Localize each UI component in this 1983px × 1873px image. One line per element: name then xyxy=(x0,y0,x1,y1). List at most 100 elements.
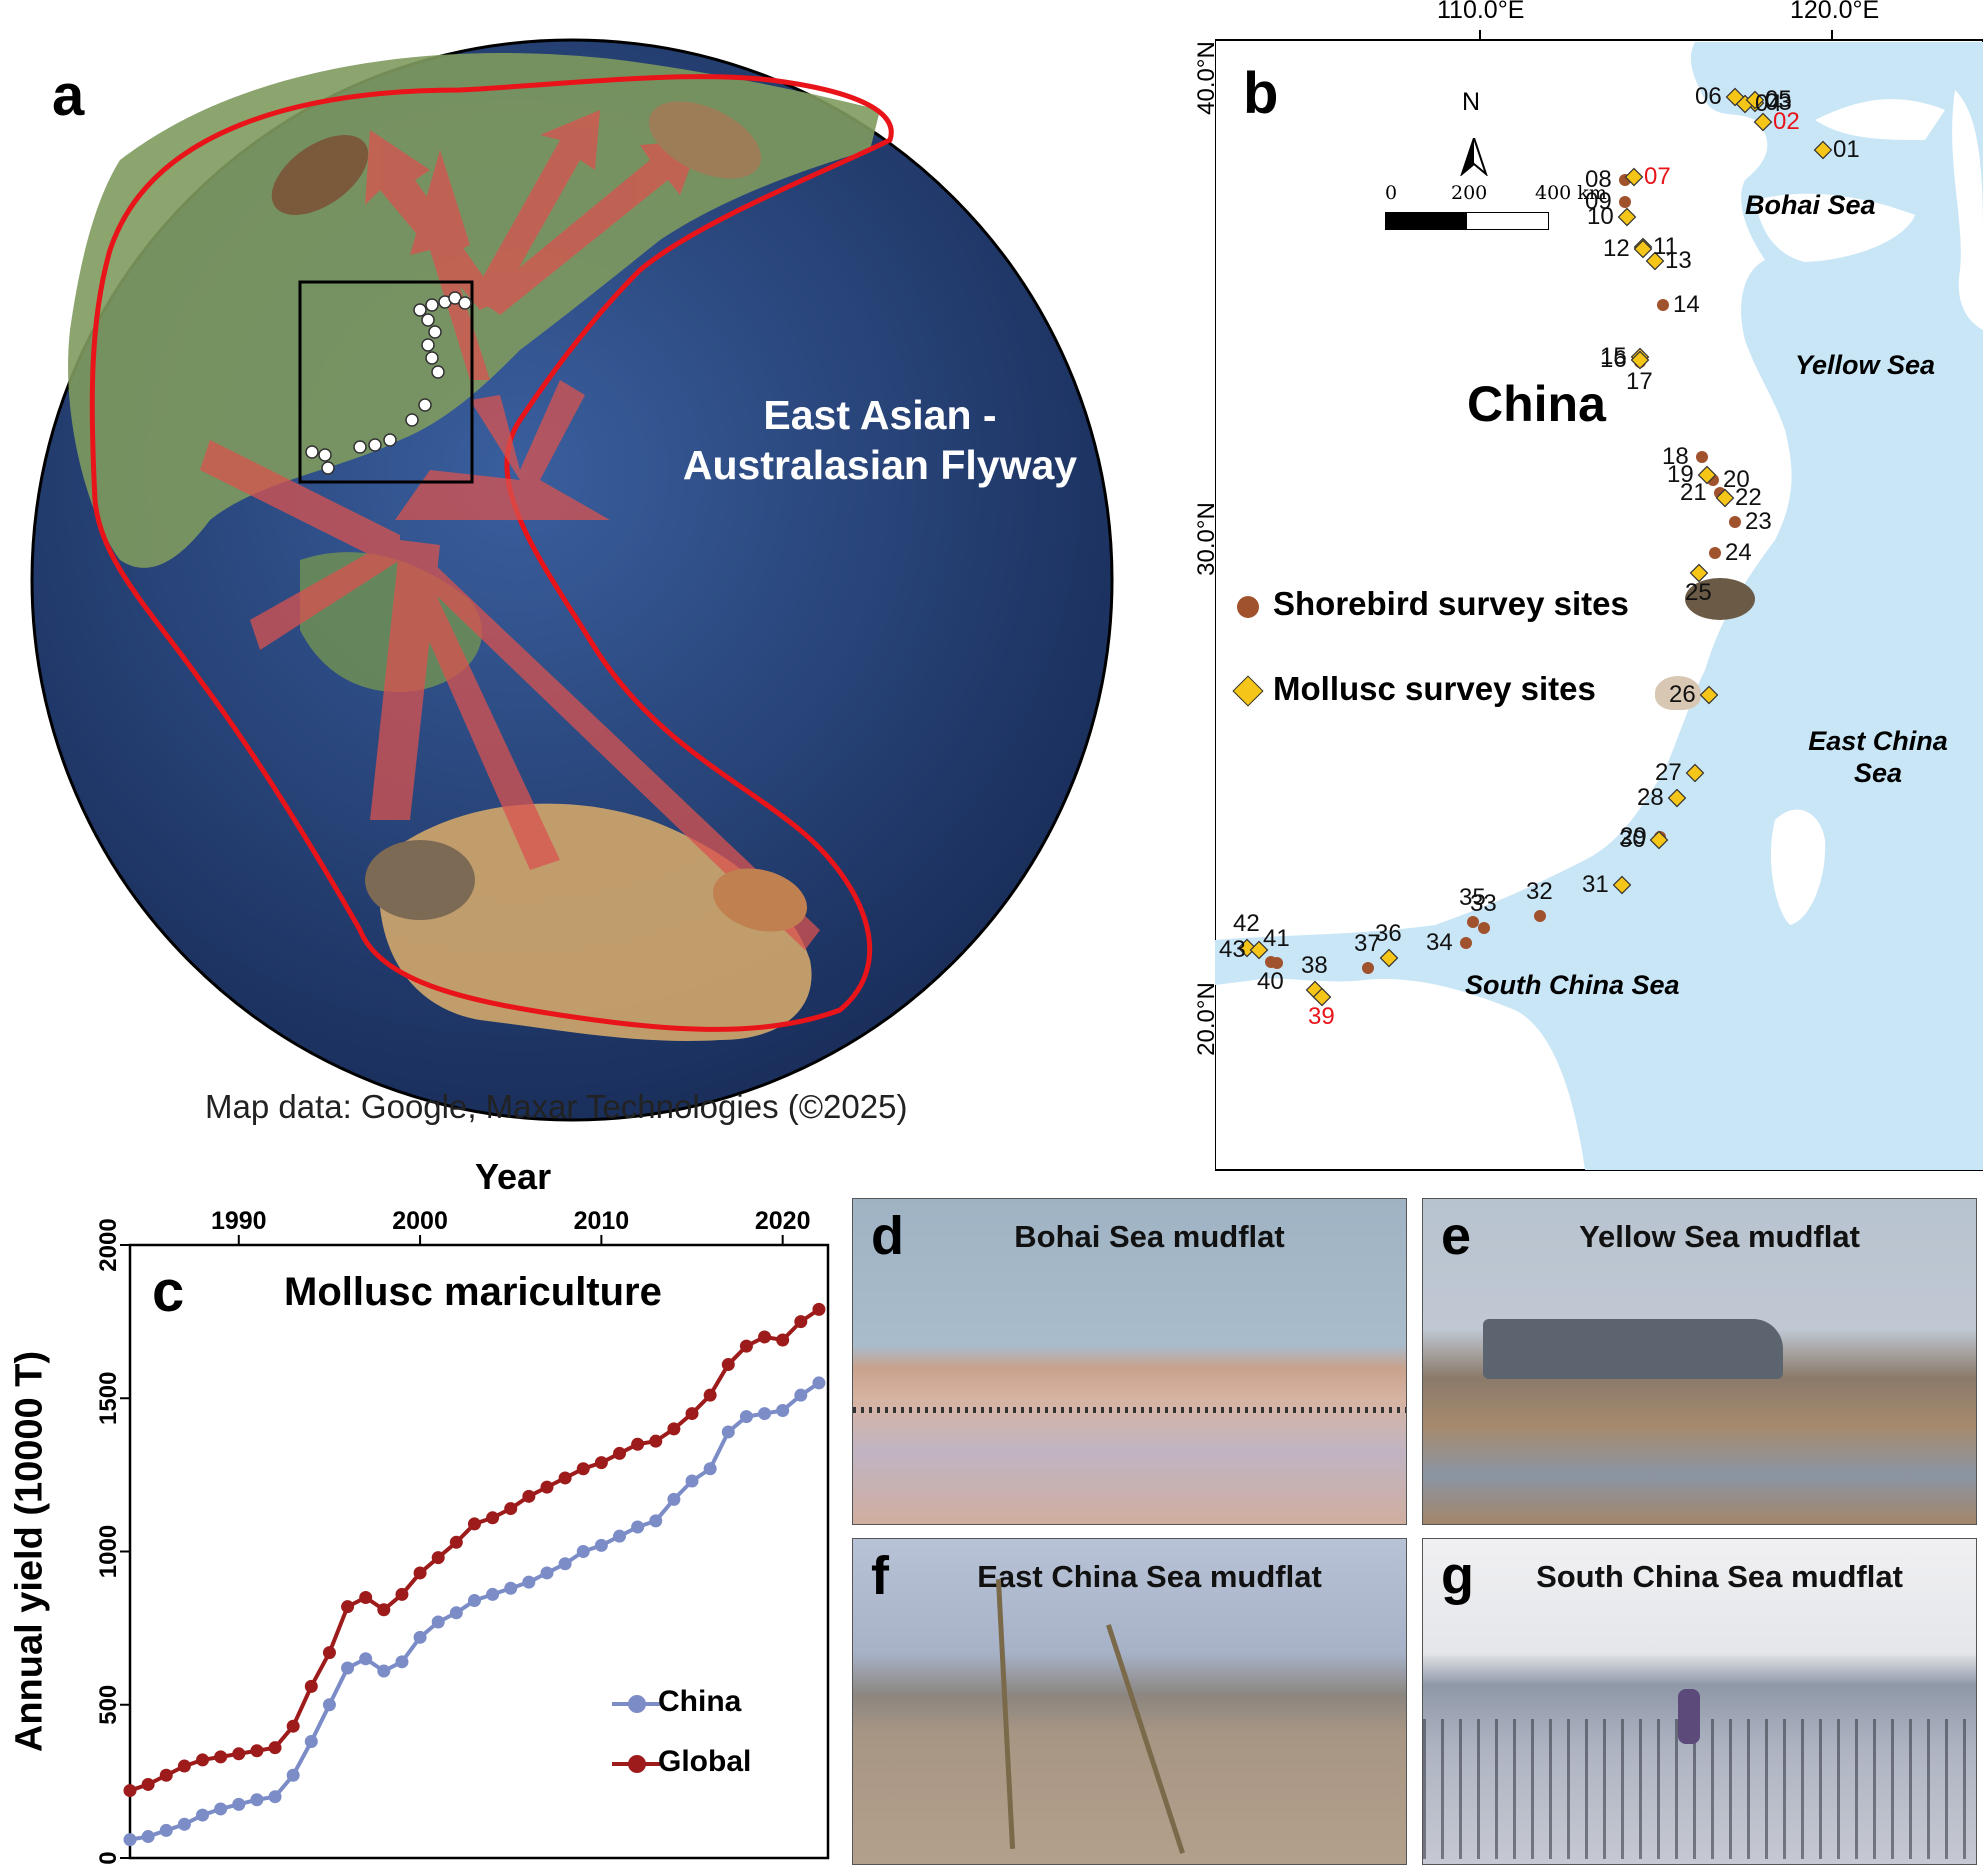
site-label-39: 39 xyxy=(1308,1003,1335,1030)
site-label-21: 21 xyxy=(1680,479,1707,506)
site-label-20: 20 xyxy=(1723,466,1750,493)
x-tick-label: 2010 xyxy=(574,1207,630,1235)
mollusc-site-05 xyxy=(1745,90,1765,110)
mollusc-site-26 xyxy=(1699,685,1719,705)
x-tick-label: 2020 xyxy=(755,1207,811,1235)
data-point-china xyxy=(649,1514,663,1528)
site-label-27: 27 xyxy=(1655,759,1682,786)
site-label-32: 32 xyxy=(1526,878,1553,905)
shorebird-site-23 xyxy=(1729,516,1741,528)
data-point-china xyxy=(395,1655,409,1669)
sea-label-east-line1: East China xyxy=(1808,726,1948,756)
shorebird-site-14 xyxy=(1657,299,1669,311)
coast-map-svg xyxy=(1207,30,1983,1171)
site-label-05: 05 xyxy=(1765,86,1792,113)
data-point-global xyxy=(286,1719,300,1733)
data-point-global xyxy=(214,1750,228,1764)
photo-g-title: South China Sea mudflat xyxy=(1536,1559,1903,1594)
data-point-global xyxy=(667,1422,681,1436)
data-point-global xyxy=(649,1434,663,1448)
hainan-island xyxy=(1250,1043,1340,1113)
data-point-china xyxy=(540,1566,554,1580)
legend-mollusc-label: Mollusc survey sites xyxy=(1273,670,1596,707)
photo-d-letter: d xyxy=(871,1206,904,1266)
globe-map xyxy=(30,38,1114,1122)
data-point-china xyxy=(431,1615,445,1629)
shorebird-site-24 xyxy=(1709,547,1721,559)
oyster-stakes xyxy=(1423,1719,1976,1859)
data-point-china xyxy=(504,1581,518,1595)
data-point-global xyxy=(540,1480,554,1494)
data-point-global xyxy=(159,1768,173,1782)
mollusc-site-07 xyxy=(1624,167,1644,187)
data-point-china xyxy=(576,1545,590,1558)
y-tick-label: 2000 xyxy=(95,1218,122,1271)
scale-label-0: 0 xyxy=(1385,182,1398,204)
shandong-peninsula xyxy=(1755,193,1915,262)
site-label-18: 18 xyxy=(1662,443,1689,470)
legend-label-global: Global xyxy=(658,1745,752,1778)
data-point-global xyxy=(522,1489,536,1503)
mollusc-site-30 xyxy=(1649,830,1669,850)
data-point-china xyxy=(812,1376,826,1390)
data-point-china xyxy=(177,1817,191,1831)
shorebird-site-35 xyxy=(1467,916,1479,928)
data-point-china xyxy=(196,1808,210,1822)
study-area-box xyxy=(298,280,474,484)
panel-b-letter: b xyxy=(1243,61,1279,126)
site-label-40: 40 xyxy=(1257,968,1284,995)
site-label-04: 04 xyxy=(1755,90,1782,117)
site-label-34: 34 xyxy=(1426,929,1453,956)
y-tick-label: 1000 xyxy=(95,1525,122,1578)
data-point-china xyxy=(377,1664,391,1678)
mollusc-site-36 xyxy=(1379,948,1399,968)
shorebird-site-41 xyxy=(1271,957,1283,969)
site-label-14: 14 xyxy=(1673,291,1700,318)
data-point-global xyxy=(739,1339,753,1353)
legend-label-china: China xyxy=(658,1685,742,1718)
photo-e-title: Yellow Sea mudflat xyxy=(1579,1219,1860,1254)
site-label-37: 37 xyxy=(1354,930,1381,957)
site-markers xyxy=(1237,87,1833,1007)
data-point-global xyxy=(322,1646,336,1660)
panel-b-map: b 110.0°E 120.0°E 40.0°N 30.0°N 20.0°N N… xyxy=(1193,0,1983,1175)
data-point-global xyxy=(467,1517,481,1531)
y-tick-label: 0 xyxy=(95,1851,122,1864)
site-label-06: 06 xyxy=(1695,83,1722,110)
y-axis-ticks: 0 500 1000 1500 2000 xyxy=(95,1218,130,1865)
scale-label-200: 200 xyxy=(1451,182,1488,204)
mollusc-site-31 xyxy=(1612,875,1632,895)
site-label-36: 36 xyxy=(1375,920,1402,947)
site-label-42: 42 xyxy=(1233,910,1260,937)
y-tick-label: 500 xyxy=(95,1685,122,1725)
site-label-23: 23 xyxy=(1745,508,1772,535)
site-label-15: 15 xyxy=(1600,343,1627,370)
site-label-28: 28 xyxy=(1637,784,1664,811)
data-point-global xyxy=(177,1759,191,1773)
data-point-china xyxy=(758,1407,772,1421)
data-point-global xyxy=(395,1587,409,1601)
data-point-global xyxy=(776,1333,790,1347)
data-point-global xyxy=(631,1437,645,1451)
site-label-33: 33 xyxy=(1470,890,1497,917)
plot-area xyxy=(128,1243,830,1860)
mollusc-site-25 xyxy=(1689,563,1709,583)
fisher-person xyxy=(1678,1689,1700,1744)
data-point-global xyxy=(594,1456,608,1470)
site-label-35: 35 xyxy=(1459,884,1486,911)
flyway-label: East Asian - Australasian Flyway xyxy=(615,390,1145,490)
fishing-boat xyxy=(1483,1319,1783,1379)
data-point-china xyxy=(486,1587,500,1601)
site-label-29: 29 xyxy=(1620,823,1647,850)
sea-label-east-line2: Sea xyxy=(1853,758,1903,788)
data-point-china xyxy=(467,1594,481,1608)
site-dots xyxy=(305,291,472,475)
north-label: N xyxy=(1462,88,1481,116)
country-label: China xyxy=(1467,376,1606,432)
shorebird-site-34 xyxy=(1460,937,1472,949)
migration-arrows xyxy=(200,110,820,950)
sea-label-bohai: Bohai Sea xyxy=(1745,190,1876,220)
data-point-global xyxy=(377,1603,391,1617)
data-point-china xyxy=(685,1474,699,1488)
x-tick-label: 2000 xyxy=(392,1207,448,1235)
